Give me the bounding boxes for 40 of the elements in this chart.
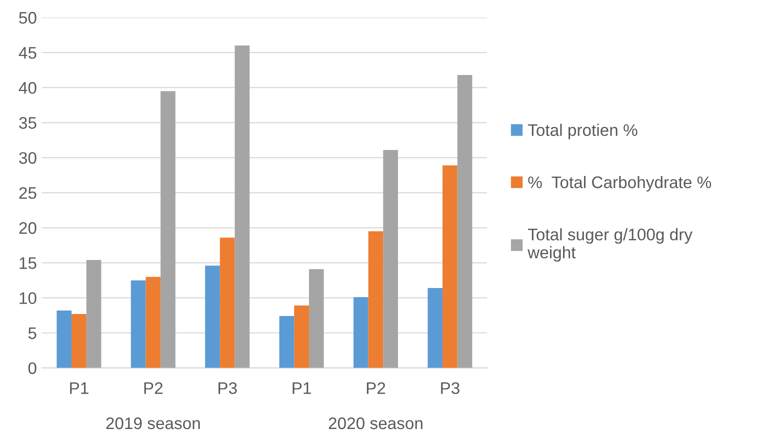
bar: [353, 297, 368, 368]
bar: [279, 316, 294, 368]
x-tick-label: P3: [218, 382, 237, 394]
y-tick-label: 45: [18, 47, 36, 59]
x-tick-label: P2: [366, 382, 386, 394]
bar: [130, 280, 146, 368]
x-tick-label: P3: [441, 382, 460, 394]
bar: [457, 74, 472, 368]
y-tick-label: 0: [28, 362, 36, 374]
y-tick-label: 50: [19, 12, 36, 24]
bar: [383, 150, 398, 368]
legend-label: Total protien %: [528, 124, 638, 140]
y-tick-label: 5: [28, 327, 36, 340]
text: 2019 season: [106, 417, 200, 430]
x-tick-label: P1: [70, 382, 88, 394]
bar: [308, 269, 324, 368]
legend-label: Total suger g/100g dry weight: [528, 228, 692, 262]
bar: [86, 260, 102, 368]
bar: [442, 165, 458, 368]
y-tick-label: 40: [18, 82, 36, 94]
y-tick-label: 35: [19, 117, 36, 129]
x-tick-label: P1: [292, 382, 311, 394]
bar: [72, 314, 86, 368]
x-tick-label: P2: [144, 382, 163, 394]
y-tick-label: 10: [20, 292, 36, 304]
bar: [294, 306, 309, 368]
bar: [146, 276, 161, 368]
bar: [428, 288, 443, 368]
bar: [368, 231, 384, 368]
bar: [56, 310, 72, 368]
legend-label: % Total Carbohydrate %: [528, 176, 712, 192]
bar: [220, 238, 235, 368]
text: 2020 season: [328, 417, 422, 430]
y-tick-label: 15: [20, 257, 36, 270]
y-tick-label: 30: [19, 152, 36, 164]
bar: [160, 91, 176, 368]
y-tick-label: 20: [19, 222, 36, 234]
bar: [205, 266, 220, 368]
y-tick-label: 25: [19, 187, 36, 199]
bar: [234, 46, 250, 368]
